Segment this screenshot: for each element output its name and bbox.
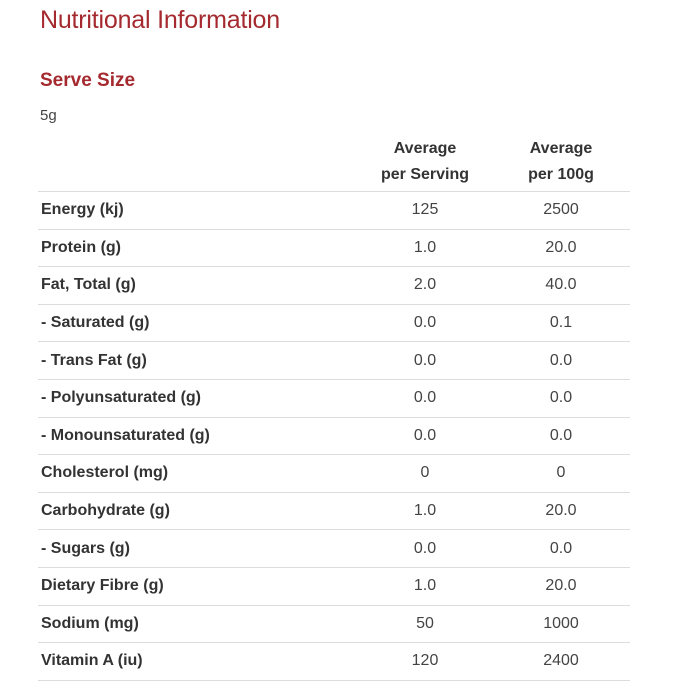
nutrient-name: Fat, Total (g) <box>38 266 358 305</box>
table-row: Fat, Total (g) 2.0 40.0 <box>38 266 630 305</box>
per-serving-value: 0.0 <box>358 416 492 455</box>
per-serving-header-line-1: Average <box>393 140 457 157</box>
nutrient-name: - Monounsaturated (g) <box>38 416 358 455</box>
per-100g-value: 0.0 <box>492 378 630 418</box>
per-serving-value: 0.0 <box>358 303 492 342</box>
serve-size-value: 5g <box>40 107 57 124</box>
nutrient-name: - Sugars (g) <box>38 529 358 568</box>
per-100g-value: 1000 <box>492 604 630 643</box>
table-row: - Monounsaturated (g) 0.0 0.0 <box>38 416 630 455</box>
per-serving-value: 1.0 <box>358 491 492 530</box>
nutrient-name: Protein (g) <box>38 228 358 267</box>
table-row: Dietary Fibre (g) 1.0 20.0 <box>38 566 630 606</box>
table-row: Vitamin A (iu) 120 2400 <box>38 642 630 681</box>
per-100g-value: 20.0 <box>492 228 630 267</box>
per-serving-value: 0.0 <box>358 529 492 568</box>
nutrient-name: Carbohydrate (g) <box>38 491 358 530</box>
per-100g-value: 0.0 <box>492 416 630 455</box>
table-row: - Polyunsaturated (g) 0.0 0.0 <box>38 378 630 418</box>
page-title: Nutritional Information <box>40 6 280 34</box>
serve-size-heading: Serve Size <box>40 70 136 91</box>
per-100g-value: 0.0 <box>492 341 630 380</box>
table-row: - Trans Fat (g) 0.0 0.0 <box>38 341 630 380</box>
per-100g-value: 20.0 <box>492 491 630 530</box>
per-100g-value: 0 <box>492 454 630 493</box>
per-100g-value: 20.0 <box>492 566 630 606</box>
per-serving-value: 1.0 <box>358 566 492 606</box>
nutrient-name: - Saturated (g) <box>38 303 358 342</box>
nutrient-name: Vitamin A (iu) <box>38 642 358 681</box>
per-serving-value: 50 <box>358 604 492 643</box>
table-row: Cholesterol (mg) 0 0 <box>38 454 630 493</box>
nutrient-name: - Trans Fat (g) <box>38 341 358 380</box>
per-serving-value: 125 <box>358 191 492 230</box>
table-header-row: Average per Serving Average per 100g <box>38 133 630 192</box>
table-row: Sodium (mg) 50 1000 <box>38 604 630 643</box>
per-100g-header-line-1: Average <box>529 140 593 157</box>
per-serving-value: 120 <box>358 642 492 681</box>
nutrition-table: Average per Serving Average per 100g Ene… <box>38 133 630 681</box>
nutrient-name: Dietary Fibre (g) <box>38 566 358 606</box>
nutrient-name: Cholesterol (mg) <box>38 454 358 493</box>
per-serving-column-header: Average per Serving <box>358 133 492 192</box>
per-serving-value: 1.0 <box>358 228 492 267</box>
nutrition-table-body: Energy (kj) 125 2500 Protein (g) 1.0 20.0 Fat,… <box>38 191 630 681</box>
nutrient-name: - Polyunsaturated (g) <box>38 378 358 418</box>
table-row: Carbohydrate (g) 1.0 20.0 <box>38 491 630 530</box>
per-100g-value: 0.0 <box>492 529 630 568</box>
per-serving-value: 0 <box>358 454 492 493</box>
per-100g-value: 40.0 <box>492 266 630 305</box>
per-100g-value: 0.1 <box>492 303 630 342</box>
table-row: - Sugars (g) 0.0 0.0 <box>38 529 630 568</box>
per-100g-value: 2500 <box>492 191 630 230</box>
table-row: - Saturated (g) 0.0 0.1 <box>38 303 630 342</box>
per-100g-header-line-2: per 100g <box>528 166 594 183</box>
nutrient-column-header <box>38 133 358 192</box>
table-row: Energy (kj) 125 2500 <box>38 191 630 230</box>
nutrient-name: Energy (kj) <box>38 191 358 230</box>
per-100g-value: 2400 <box>492 642 630 681</box>
per-serving-value: 0.0 <box>358 378 492 418</box>
table-row: Protein (g) 1.0 20.0 <box>38 228 630 267</box>
per-serving-header-line-2: per Serving <box>380 166 470 183</box>
per-serving-value: 2.0 <box>358 266 492 305</box>
per-100g-column-header: Average per 100g <box>492 133 630 192</box>
nutrient-name: Sodium (mg) <box>38 604 358 643</box>
per-serving-value: 0.0 <box>358 341 492 380</box>
